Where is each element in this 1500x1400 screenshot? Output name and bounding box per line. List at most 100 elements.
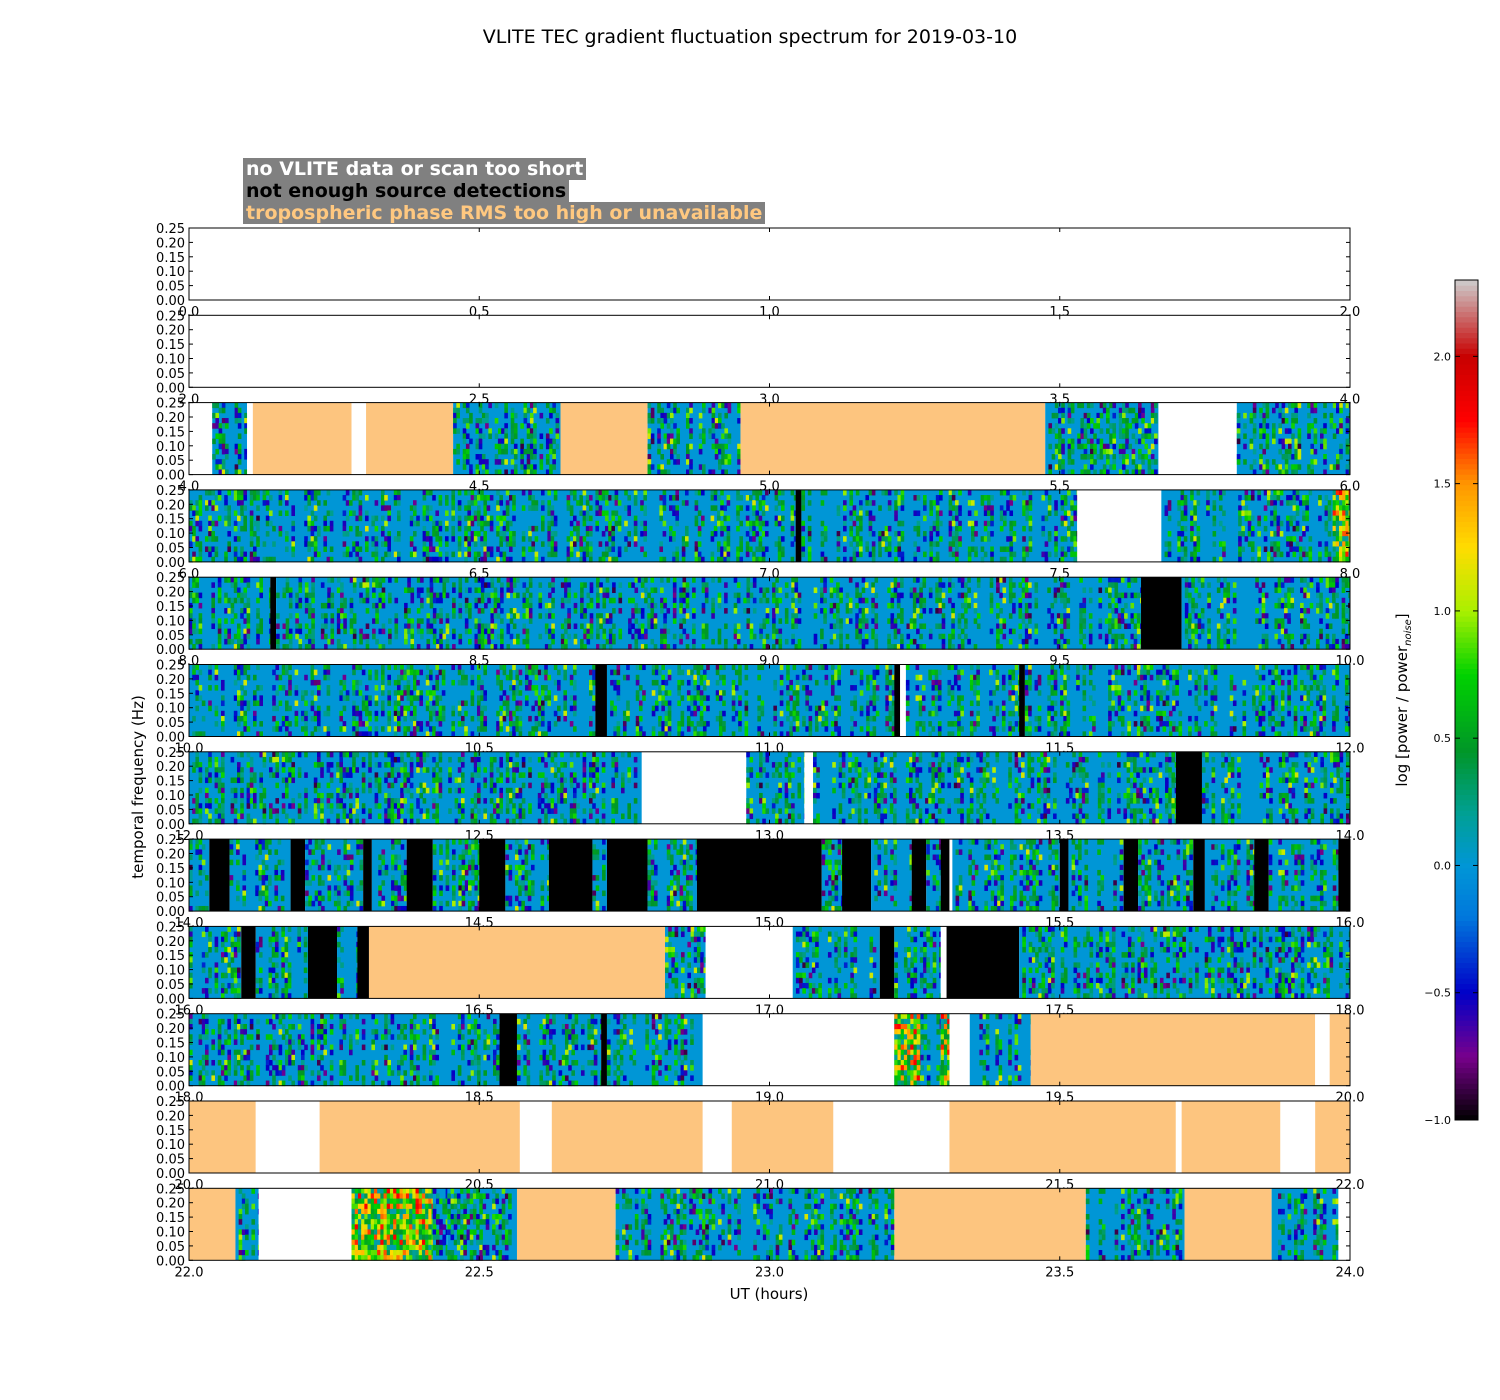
heatmap-cell [941,613,946,619]
heatmap-cell [249,551,254,558]
heatmap-cell [295,597,299,604]
heatmap-cell [746,597,751,604]
heatmap-cell [596,628,600,635]
heatmap-cell [457,500,462,506]
heatmap-cell [381,700,385,707]
heatmap-cell [698,433,703,439]
heatmap-cell [1022,489,1026,496]
segment-tropo [740,402,1046,475]
heatmap-cell [352,582,357,588]
heatmap-cell [900,500,905,506]
heatmap-cell [589,515,593,522]
heatmap-cell [955,505,959,511]
heatmap-cell [560,597,565,604]
heatmap-cell [435,674,439,681]
heatmap-cell [212,423,216,429]
heatmap-cell [1070,551,1074,558]
heatmap-cell [528,597,533,604]
heatmap-cell [1127,592,1131,599]
heatmap-cell [601,556,606,563]
heatmap-cell [704,633,709,640]
heatmap-cell [323,500,327,506]
heatmap-cell [849,515,854,522]
heatmap-cell [660,577,664,583]
heatmap-cell [569,520,574,527]
heatmap-cell [1276,495,1281,501]
heatmap-cell [1196,525,1201,532]
heatmap-cell [951,618,955,624]
heatmap-cell [807,531,812,537]
heatmap-cell [1154,459,1158,465]
heatmap-cell [1220,602,1224,609]
heatmap-cell [1194,623,1199,630]
heatmap-cell [393,700,398,707]
heatmap-cell [1290,597,1295,604]
heatmap-cell [1310,469,1314,475]
heatmap-cell [1067,402,1072,409]
heatmap-cell [861,613,866,619]
heatmap-cell [538,582,543,588]
heatmap-cell [1144,423,1149,429]
heatmap-cell [439,597,443,604]
heatmap-cell [602,602,607,609]
heatmap-cell [573,638,578,645]
heatmap-cell [1287,587,1291,594]
heatmap-cell [692,638,696,645]
heatmap-cell [462,454,467,460]
heatmap-cell [1061,402,1065,409]
heatmap-cell [935,510,940,517]
heatmap-cell [916,608,920,614]
heatmap-cell [397,510,401,517]
heatmap-cell [394,618,399,624]
heatmap-cell [1328,623,1333,630]
heatmap-cell [439,613,443,619]
heatmap-cell [1117,597,1122,604]
heatmap-cell [509,531,513,537]
heatmap-cell [1291,412,1295,419]
heatmap-cell [326,669,331,676]
heatmap-cell [313,669,318,676]
heatmap-cell [1191,597,1195,604]
heatmap-cell [628,644,632,650]
heatmap-cell [582,489,587,496]
heatmap-cell [504,459,508,465]
heatmap-cell [848,608,853,614]
heatmap-cell [1099,443,1104,450]
heatmap-cell [317,710,321,717]
heatmap-cell [259,628,263,635]
heatmap-cell [736,505,740,511]
heatmap-cell [1287,577,1291,583]
heatmap-cell [923,495,927,501]
y-tick-label: 0.10 [156,265,185,280]
y-tick-label: 0.00 [156,469,185,484]
heatmap-cell [345,546,350,553]
heatmap-cell [1290,644,1295,650]
heatmap-cell [285,536,289,542]
heatmap-cell [832,587,837,594]
heatmap-cell [552,407,556,414]
heatmap-cell [1316,608,1320,614]
heatmap-cell [189,623,193,630]
heatmap-cell [647,443,652,450]
heatmap-cell [393,551,398,558]
heatmap-cell [1281,402,1286,409]
heatmap-cell [545,438,550,445]
heatmap-cell [595,510,599,517]
heatmap-cell [469,412,473,419]
heatmap-cell [516,592,520,599]
heatmap-cell [285,705,289,712]
heatmap-cell [1332,597,1336,604]
heatmap-cell [670,418,674,424]
heatmap-cell [285,690,289,696]
heatmap-cell [701,633,706,640]
heatmap-cell [807,536,812,542]
heatmap-cell [737,443,741,450]
heatmap-cell [726,531,731,537]
heatmap-cell [679,587,683,594]
heatmap-cell [336,618,341,624]
heatmap-cell [582,515,587,522]
heatmap-cell [849,556,854,563]
heatmap-cell [1305,551,1309,558]
heatmap-cell [951,489,956,496]
heatmap-cell [278,525,283,532]
